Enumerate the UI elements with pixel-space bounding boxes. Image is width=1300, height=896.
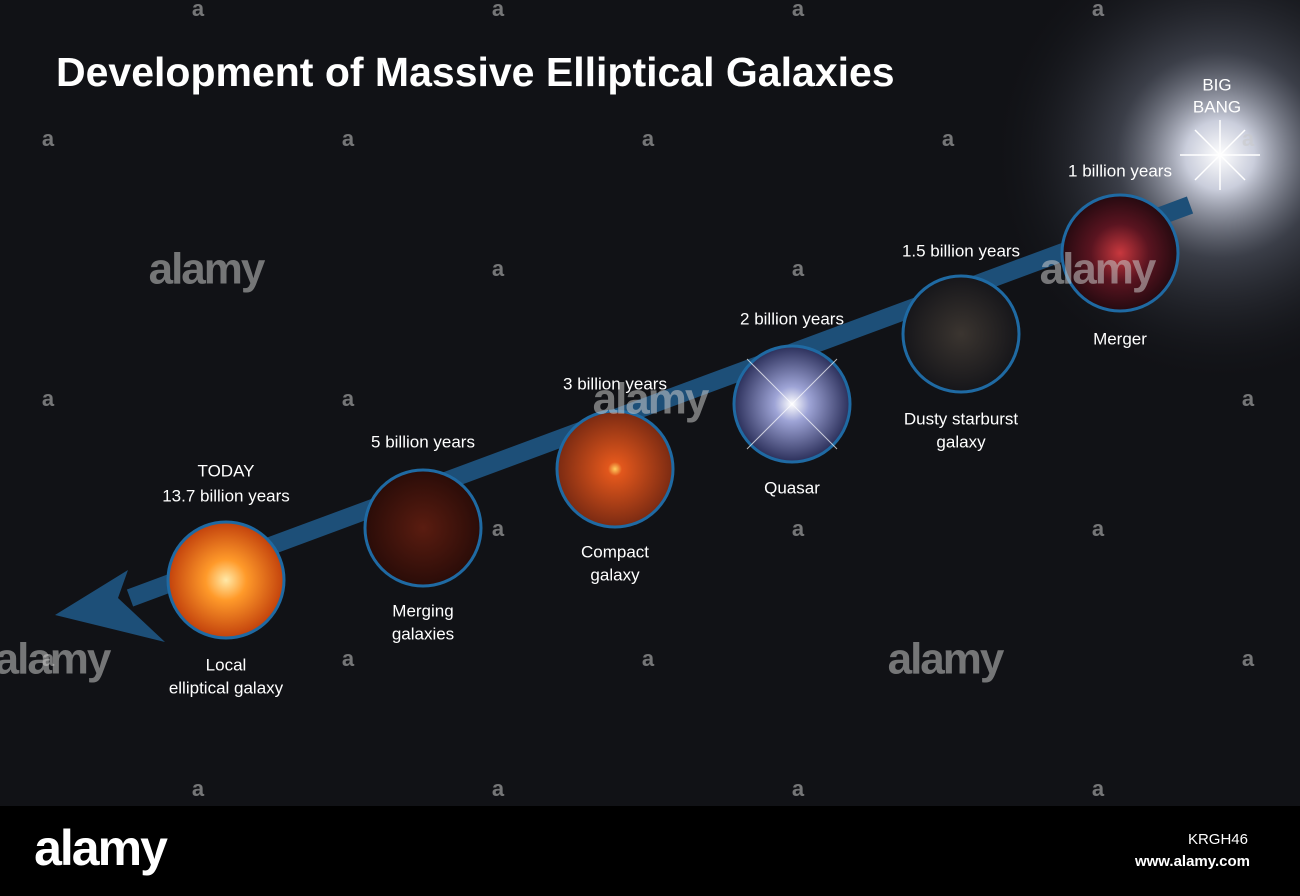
watermark-mark: a: [1242, 386, 1255, 411]
time-label: 1 billion years: [1068, 161, 1172, 180]
watermark-logo: alamy: [593, 375, 710, 424]
stage-label: Merging: [392, 601, 453, 620]
footer-id: KRGH46: [1188, 831, 1248, 848]
watermark-mark: a: [192, 776, 205, 801]
galaxy-image: [1060, 193, 1180, 313]
galaxy-image: [901, 274, 1021, 394]
big-bang-label: BIG: [1202, 75, 1231, 94]
stage-label: Merger: [1093, 329, 1147, 348]
time-label: 1.5 billion years: [902, 241, 1020, 260]
watermark-mark: a: [1092, 0, 1105, 21]
watermark-mark: a: [342, 646, 355, 671]
watermark-mark: a: [792, 0, 805, 21]
stage-label: Local: [206, 655, 247, 674]
watermark-mark: a: [342, 386, 355, 411]
watermark-mark: a: [1242, 646, 1255, 671]
title: Development of Massive Elliptical Galaxi…: [56, 49, 895, 95]
timeline-arrow: [55, 196, 1194, 642]
time-label: 5 billion years: [371, 432, 475, 451]
big-bang-glow: [990, 0, 1300, 385]
galaxy-image: [363, 468, 483, 588]
watermark-mark: a: [192, 0, 205, 21]
watermark-mark: a: [342, 126, 355, 151]
stage-label: galaxy: [590, 565, 640, 584]
stage-label: elliptical galaxy: [169, 678, 284, 697]
watermark-logo: alamy: [888, 635, 1005, 684]
watermark-logo: alamy: [149, 245, 266, 294]
nodes: TODAY 13.7 billion years Local elliptical g…: [162, 161, 1180, 697]
footer-bar: [0, 806, 1300, 896]
footer-logo: alamy: [34, 820, 168, 876]
watermark-mark: a: [792, 776, 805, 801]
stage-label: Quasar: [764, 478, 820, 497]
time-label: 13.7 billion years: [162, 486, 290, 505]
watermark-mark: a: [1092, 776, 1105, 801]
watermark-mark: a: [792, 516, 805, 541]
stage-label: galaxies: [392, 624, 454, 643]
watermark-mark: a: [792, 256, 805, 281]
watermark-mark: a: [492, 256, 505, 281]
time-label: 2 billion years: [740, 309, 844, 328]
watermark-mark: a: [492, 516, 505, 541]
watermarks: a a a a a a a a a a a a a a a a a a a a a a a a a alamy alamy alamy…: [0, 0, 1255, 801]
watermark-mark: a: [492, 776, 505, 801]
quasar-ray: [746, 358, 838, 450]
galaxy-image: [166, 520, 286, 640]
time-label: TODAY: [198, 461, 255, 480]
watermark-mark: a: [492, 0, 505, 21]
watermark-mark: a: [942, 126, 955, 151]
footer-url: www.alamy.com: [1134, 853, 1250, 870]
watermark-mark: a: [642, 126, 655, 151]
stage-label: Dusty starburst: [904, 409, 1019, 428]
watermark-mark: a: [642, 646, 655, 671]
watermark-mark: a: [42, 126, 55, 151]
stage-label: galaxy: [936, 432, 986, 451]
galaxy-image: [555, 409, 675, 529]
time-label: 3 billion years: [563, 374, 667, 393]
big-bang-label: BANG: [1193, 97, 1241, 116]
watermark-logo: alamy: [0, 635, 112, 684]
watermark-mark: a: [1242, 126, 1255, 151]
watermark-mark: a: [42, 386, 55, 411]
watermark-mark: a: [42, 646, 55, 671]
watermark-mark: a: [1092, 516, 1105, 541]
watermark-logo: alamy: [1040, 245, 1157, 294]
stage-label: Compact: [581, 542, 649, 561]
big-bang-star: [1180, 120, 1260, 190]
